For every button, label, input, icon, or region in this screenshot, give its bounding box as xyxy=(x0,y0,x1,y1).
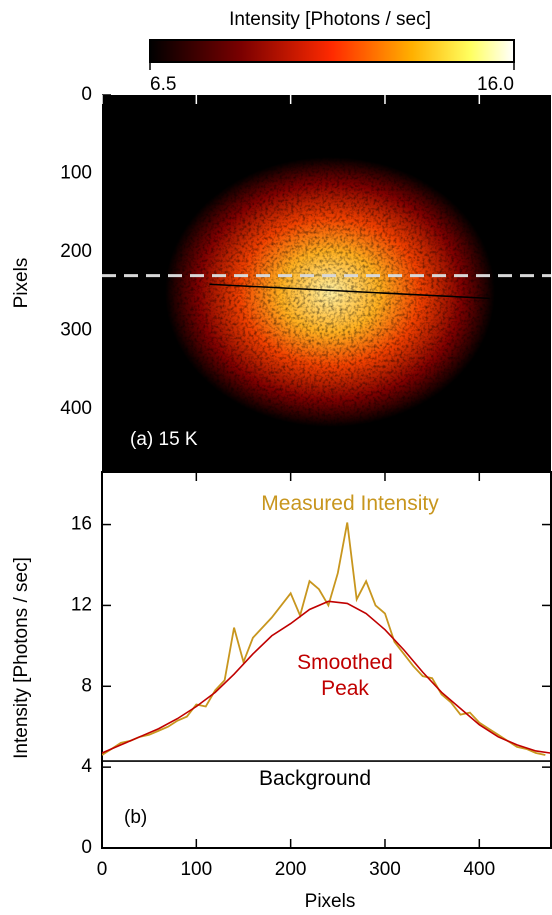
profile-line xyxy=(209,283,490,300)
colorbar-tick-label: 16.0 xyxy=(477,74,514,95)
y-tick-label: 8 xyxy=(81,675,92,696)
x-tick-label: 0 xyxy=(97,859,108,880)
data-line xyxy=(102,600,551,754)
y-tick-label: 12 xyxy=(71,594,92,615)
y-tick-label: 0 xyxy=(81,84,92,105)
y-tick-label: 100 xyxy=(60,163,92,184)
y-tick-label: 0 xyxy=(81,837,92,858)
colorbar xyxy=(149,39,515,63)
y-tick-label: 16 xyxy=(71,514,92,535)
panel-label: (b) xyxy=(124,807,147,828)
y-tick-label: 300 xyxy=(60,320,92,341)
y-tick-label: 4 xyxy=(81,756,92,777)
series-label: Measured Intensity xyxy=(261,492,439,515)
x-tick-label: 100 xyxy=(180,859,212,880)
x-tick-label: 400 xyxy=(463,859,495,880)
y-tick-label: 200 xyxy=(60,241,92,262)
heatmap-image xyxy=(102,95,551,472)
x-tick-label: 300 xyxy=(369,859,401,880)
y-tick-label: 400 xyxy=(60,398,92,419)
y-axis-label: Intensity [Photons / sec] xyxy=(11,557,32,759)
colorbar-title: Intensity [Photons / sec] xyxy=(229,9,431,30)
series-label: Background xyxy=(258,767,372,790)
x-axis-label: Pixels xyxy=(305,891,356,912)
plot-frame xyxy=(101,471,552,849)
plot-area xyxy=(102,522,551,762)
panel-label: (a) 15 K xyxy=(130,429,198,450)
colorbar-tick-label: 6.5 xyxy=(150,74,176,95)
image-noise xyxy=(102,95,551,472)
y-axis-label: Pixels xyxy=(11,258,32,309)
data-line xyxy=(102,522,546,756)
series-label: Smoothed Peak xyxy=(297,651,393,700)
x-tick-label: 200 xyxy=(275,859,307,880)
